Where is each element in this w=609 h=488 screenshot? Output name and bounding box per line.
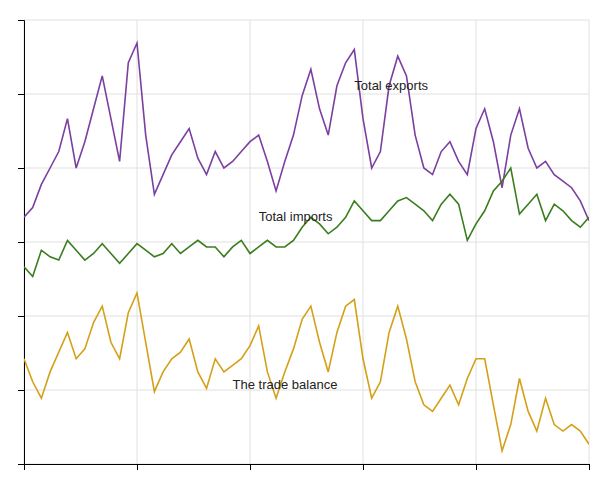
axis-line: [18, 21, 25, 465]
tick-mark: [18, 242, 24, 243]
series-line: [24, 293, 589, 451]
x-axis: [25, 464, 590, 470]
tick-mark: [18, 464, 24, 465]
tick: [18, 464, 24, 465]
tick: [18, 316, 24, 317]
grid-line: [250, 20, 251, 464]
annotation: Total exports: [354, 78, 428, 93]
series-line: [24, 168, 589, 277]
tick-mark: [250, 464, 251, 470]
tick: [18, 20, 24, 21]
tick: [476, 464, 477, 470]
tick: [18, 242, 24, 243]
tick-mark: [18, 316, 24, 317]
grid-line: [24, 242, 589, 243]
tick-mark: [18, 20, 24, 21]
grid-line: [137, 20, 138, 464]
grid-line: [24, 20, 589, 21]
grid-line: [24, 168, 589, 169]
tick: [137, 464, 138, 470]
tick: [18, 94, 24, 95]
series-line: [24, 43, 589, 221]
plot: Total exports Total imports The trade bala…: [18, 20, 590, 470]
chart: Total exports Total imports The trade bala…: [0, 0, 609, 488]
tick: [250, 464, 251, 470]
grid: [24, 20, 589, 464]
grid-line: [589, 20, 590, 464]
tick: [363, 464, 364, 470]
tick-mark: [363, 464, 364, 470]
tick-mark: [18, 168, 24, 169]
tick: [589, 464, 590, 470]
lines: [24, 43, 589, 451]
axis-line: [25, 465, 590, 471]
tick-mark: [476, 464, 477, 470]
grid-line: [24, 94, 589, 95]
tick-mark: [137, 464, 138, 470]
grid-line: [476, 20, 477, 464]
tick: [18, 168, 24, 169]
annotations: Total exports Total imports The trade bala…: [233, 78, 429, 392]
tick-mark: [589, 464, 590, 470]
tick-mark: [18, 390, 24, 391]
tick-mark: [18, 94, 24, 95]
annotation: Total imports: [259, 209, 333, 224]
tick: [18, 390, 24, 391]
annotation: The trade balance: [233, 377, 338, 392]
grid-line: [24, 316, 589, 317]
y-axis: [18, 21, 25, 465]
